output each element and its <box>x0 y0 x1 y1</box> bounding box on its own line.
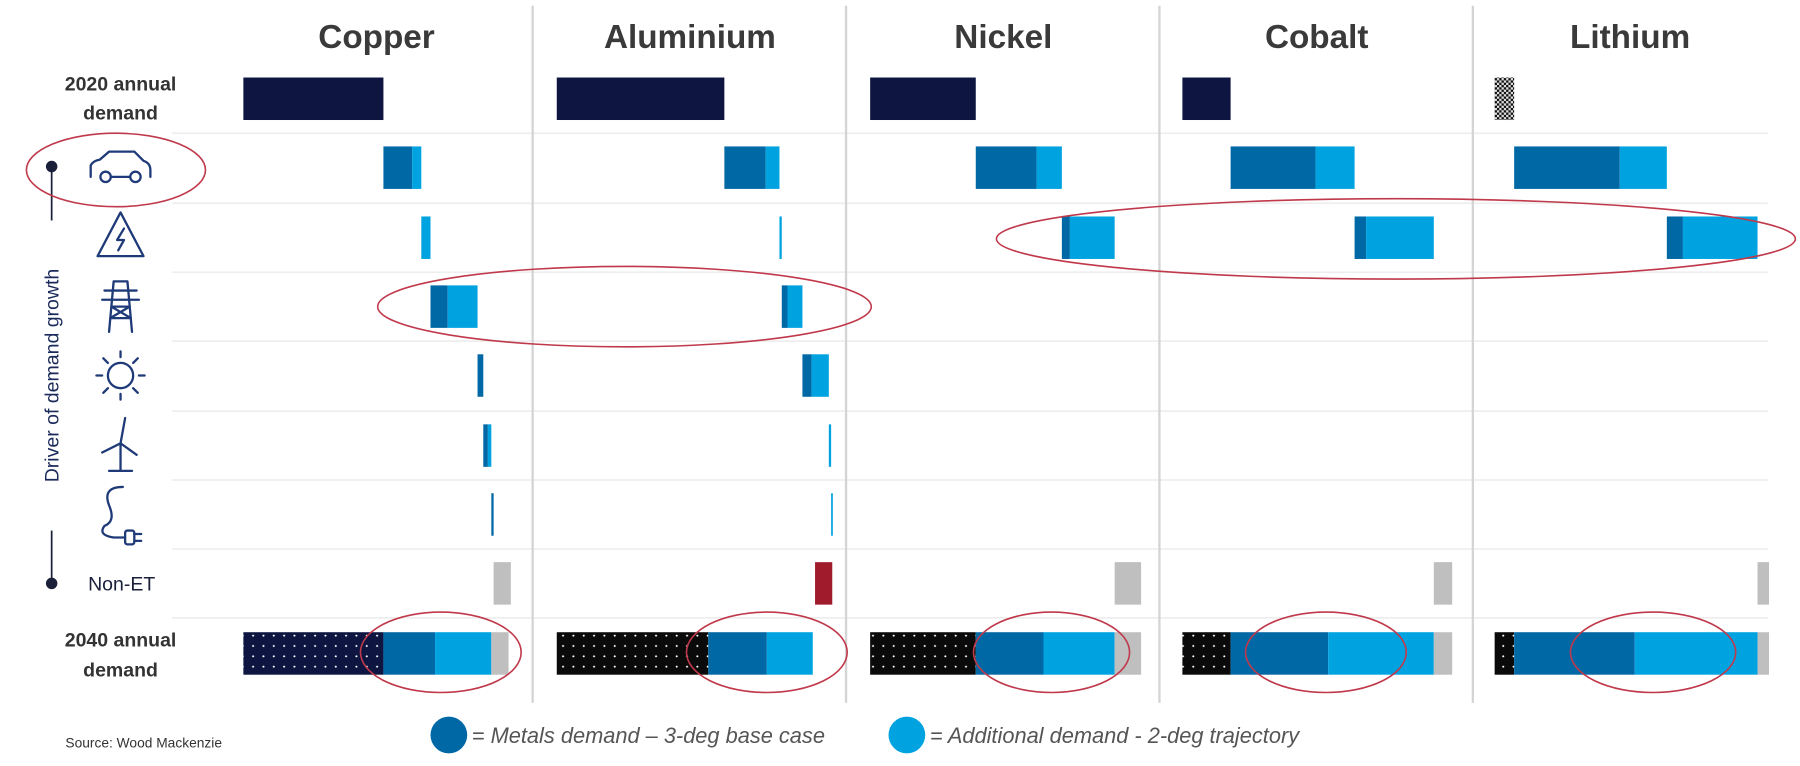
aluminium-bar-plug-additional <box>831 493 833 536</box>
copper-bar-2020 <box>243 77 384 121</box>
cobalt-bar-2020 <box>1182 77 1231 121</box>
axis-end-dot <box>45 577 58 590</box>
row-label-2040-line2: demand <box>83 659 158 681</box>
metal-title-aluminium: Aluminium <box>604 19 776 56</box>
aluminium-bar-2040-existing <box>556 632 709 675</box>
legend-label-additional: = Additional demand - 2-deg trajectory <box>930 723 1300 748</box>
aluminium-bar-sun-additional <box>811 354 829 397</box>
sun-icon <box>95 350 146 401</box>
gridlines <box>172 5 1768 703</box>
annotation-ellipse-lithium-2040 <box>1569 611 1737 694</box>
nickel-bar-2040-base <box>975 632 1044 675</box>
nickel-bar-2040-existing <box>870 632 976 675</box>
cobalt-bar-high-voltage-warning-additional <box>1366 216 1434 259</box>
metal-title-copper: Copper <box>318 19 435 56</box>
copper-bar-car-additional <box>412 146 422 189</box>
copper-bar-car-base <box>383 146 413 189</box>
copper-bar-transmission-tower-additional <box>447 285 478 328</box>
y-axis: Driver of demand growth <box>42 160 64 590</box>
aluminium-bar-car-additional <box>765 146 780 189</box>
aluminium-bar-2020 <box>556 77 725 121</box>
annotation-ellipse-storage <box>995 197 1797 280</box>
copper-bar-2040-existing <box>243 632 384 675</box>
lithium-bar-high-voltage-warning-base <box>1666 216 1683 259</box>
lithium-bar-2040-existing <box>1494 632 1515 675</box>
aluminium-bar-2040-additional <box>766 632 813 675</box>
row-label-2020-line2: demand <box>83 102 158 124</box>
lithium-bar-car-additional <box>1619 146 1667 189</box>
aluminium-bar-car-base <box>724 146 766 189</box>
annotation-ellipse-ev <box>25 132 207 208</box>
annotation-ellipse-aluminium-2040 <box>685 611 848 694</box>
lithium-bar-2040-non-et <box>1757 632 1770 675</box>
high-voltage-warning-icon <box>96 211 145 258</box>
nickel-bar-2020 <box>870 77 976 121</box>
aluminium-bar-non-et <box>815 562 833 605</box>
row-label-2040-line1: 2040 annual <box>65 630 177 652</box>
row-label-2020-line1: 2020 annual <box>65 74 177 96</box>
metal-title-lithium: Lithium <box>1570 19 1690 56</box>
copper-bar-2040-base <box>383 632 436 675</box>
bars <box>243 77 1770 675</box>
cobalt-bar-2040-existing <box>1182 632 1231 675</box>
copper-bar-wind-turbine-additional <box>487 424 492 467</box>
nickel-bar-non-et <box>1114 562 1142 605</box>
nickel-bar-car-base <box>975 146 1037 189</box>
aluminium-bar-sun-base <box>802 354 812 397</box>
legend-label-base-case: = Metals demand – 3-deg base case <box>472 723 825 748</box>
copper-bar-wind-turbine-base <box>483 424 488 467</box>
nickel-bar-2040-additional <box>1043 632 1115 675</box>
annotation-ellipse-copper-2040 <box>359 611 522 694</box>
cobalt-bar-2040-additional <box>1328 632 1434 675</box>
lithium-bar-car-base <box>1514 146 1620 189</box>
legend-swatch-base-case <box>430 716 468 754</box>
cobalt-bar-car-base <box>1230 146 1316 189</box>
cobalt-bar-2040-base <box>1230 632 1329 675</box>
aluminium-bar-2040-base <box>708 632 767 675</box>
copper-bar-plug-base <box>491 493 494 536</box>
cobalt-bar-car-additional <box>1315 146 1355 189</box>
source-note: Source: Wood Mackenzie <box>65 736 222 751</box>
metal-titles: Copper Aluminium Nickel Cobalt Lithium <box>318 19 1690 56</box>
copper-bar-high-voltage-warning-additional <box>421 216 431 259</box>
aluminium-bar-transmission-tower-additional <box>787 285 803 328</box>
lithium-bar-non-et <box>1757 562 1770 605</box>
lithium-bar-2020 <box>1494 77 1515 121</box>
y-axis-label: Driver of demand growth <box>42 269 64 483</box>
car-icon <box>89 150 152 184</box>
copper-bar-2040-non-et <box>491 632 509 675</box>
copper-bar-non-et <box>493 562 511 605</box>
annotation-ellipse-cobalt-2040 <box>1244 611 1408 694</box>
metal-title-nickel: Nickel <box>954 19 1052 56</box>
nickel-bar-2040-non-et <box>1114 632 1142 675</box>
aluminium-bar-wind-turbine-additional <box>828 424 832 467</box>
transmission-tower-icon <box>101 280 141 334</box>
plug-icon <box>101 485 143 546</box>
cobalt-bar-non-et <box>1433 562 1453 605</box>
row-label-non-et: Non-ET <box>88 573 155 595</box>
aluminium-bar-transmission-tower-base <box>781 285 788 328</box>
cobalt-bar-2040-non-et <box>1433 632 1453 675</box>
annotation-ellipse-nickel-2040 <box>972 611 1131 694</box>
aluminium-bar-high-voltage-warning-additional <box>779 216 782 259</box>
lithium-bar-2040-additional <box>1634 632 1758 675</box>
copper-bar-transmission-tower-base <box>430 285 448 328</box>
nickel-bar-high-voltage-warning-base <box>1061 216 1070 259</box>
legend-swatch-additional <box>888 716 926 754</box>
copper-bar-2040-additional <box>435 632 492 675</box>
annotation-ellipse-networks <box>376 265 873 348</box>
lithium-bar-high-voltage-warning-additional <box>1682 216 1758 259</box>
wind-turbine-icon <box>101 416 138 473</box>
copper-bar-sun-base <box>477 354 484 397</box>
annotation-ellipses <box>25 132 1797 694</box>
nickel-bar-high-voltage-warning-additional <box>1069 216 1115 259</box>
nickel-bar-car-additional <box>1036 146 1062 189</box>
metal-title-cobalt: Cobalt <box>1265 19 1369 56</box>
axis-start-dot <box>45 160 58 173</box>
cobalt-bar-high-voltage-warning-base <box>1354 216 1367 259</box>
